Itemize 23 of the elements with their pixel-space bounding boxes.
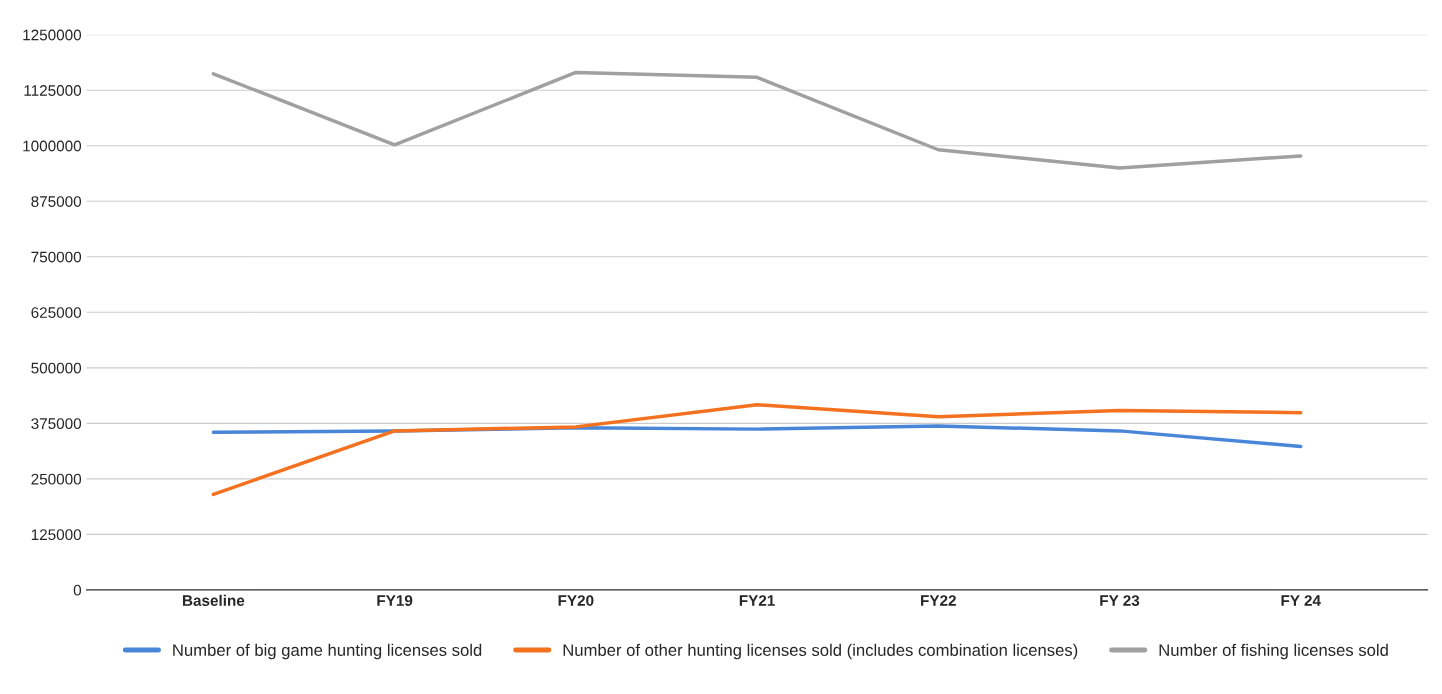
x-tick-label: FY 24: [1281, 595, 1321, 606]
legend-label: Number of big game hunting licenses sold: [173, 643, 482, 660]
y-tick-label: 500000: [31, 362, 82, 374]
x-tick-label: FY19: [377, 595, 413, 606]
y-tick-label: 750000: [31, 251, 82, 263]
y-tick-label: 1250000: [23, 29, 82, 41]
line-series: [211, 402, 1303, 497]
x-tick-label: FY20: [558, 595, 594, 606]
y-tick-label: 250000: [31, 473, 82, 485]
y-tick-label: 0: [73, 584, 82, 596]
line-series: [211, 70, 1303, 170]
y-tick-label: 125000: [31, 529, 82, 541]
legend-label: Number of other hunting licenses sold (includes combination licenses): [563, 643, 1078, 660]
y-tick-label: 375000: [31, 418, 82, 430]
x-tick-label: FY22: [921, 595, 956, 606]
x-tick-label: Baseline: [182, 594, 245, 606]
x-tick-label: FY21: [739, 595, 775, 606]
legend-label: Number of fishing licenses sold: [1159, 643, 1388, 660]
x-tick-label: FY 23: [1100, 595, 1140, 606]
y-tick-label: 1125000: [24, 85, 82, 96]
y-tick-label: 625000: [31, 307, 82, 318]
y-tick-label: 1000000: [23, 140, 82, 152]
y-tick-label: 875000: [31, 196, 82, 207]
